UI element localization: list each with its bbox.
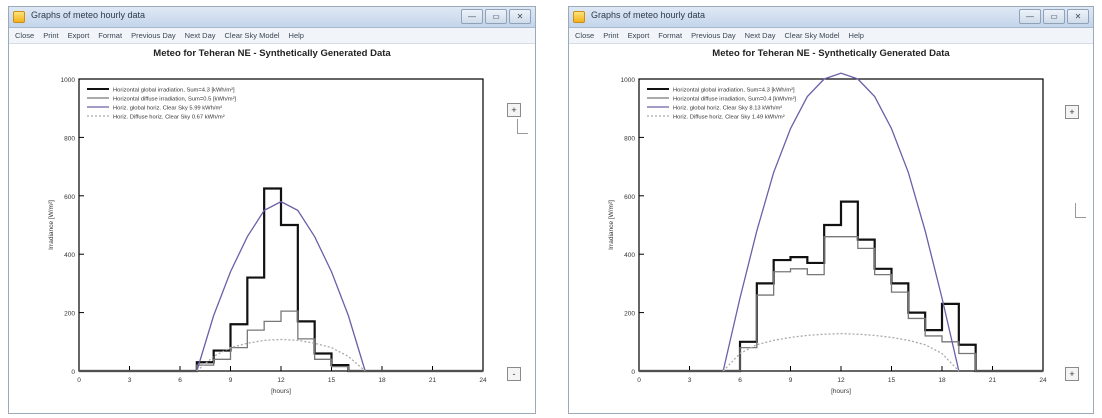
y-tick-label: 400 xyxy=(624,252,635,259)
legend-entry: Horizontal global irradiation, Sum=4.3 [… xyxy=(673,88,795,94)
x-tick-label: 24 xyxy=(479,377,487,384)
title-bar: Graphs of meteo hourly data — ▭ ✕ xyxy=(9,7,535,28)
menu-bar: Close Print Export Format Previous Day N… xyxy=(9,28,535,44)
x-tick-label: 0 xyxy=(77,377,81,384)
legend-entry: Horiz. Diffuse horiz. Clear Sky 0.67 kWh… xyxy=(113,115,225,121)
minimize-button[interactable]: — xyxy=(1019,9,1041,24)
series-line-3 xyxy=(722,332,960,372)
legend-entry: Horizontal diffuse irradiation, Sum=0.4 … xyxy=(673,97,797,103)
x-tick-label: 21 xyxy=(989,377,997,384)
side-marker xyxy=(517,119,528,134)
x-axis-label: [hours] xyxy=(271,388,291,395)
series-line-1 xyxy=(79,310,483,372)
y-tick-label: 400 xyxy=(64,252,75,259)
menu-bar: Close Print Export Format Previous Day N… xyxy=(569,28,1093,44)
app-icon xyxy=(13,11,25,23)
menu-close[interactable]: Close xyxy=(15,31,35,40)
y-tick-label: 1000 xyxy=(621,77,636,84)
y-axis-label: Irradiance [W/m²] xyxy=(608,200,615,250)
x-tick-label: 15 xyxy=(328,377,336,384)
x-tick-label: 6 xyxy=(738,377,742,384)
menu-help[interactable]: Help xyxy=(848,31,864,40)
y-tick-label: 200 xyxy=(64,311,75,318)
menu-format[interactable]: Format xyxy=(658,31,683,40)
x-tick-label: 6 xyxy=(178,377,182,384)
menu-next-day[interactable]: Next Day xyxy=(744,31,776,40)
plot-title: Meteo for Teheran NE - Synthetically Gen… xyxy=(712,48,950,59)
close-button[interactable]: ✕ xyxy=(509,9,531,24)
scroll-up-button[interactable]: + xyxy=(1065,105,1079,119)
y-tick-label: 0 xyxy=(631,369,635,376)
legend-entry: Horizontal diffuse irradiation, Sum=0.5 … xyxy=(113,97,237,103)
close-button[interactable]: ✕ xyxy=(1067,9,1089,24)
menu-print[interactable]: Print xyxy=(603,31,619,40)
series-line-2 xyxy=(196,200,366,372)
y-tick-label: 0 xyxy=(71,369,75,376)
app-icon xyxy=(573,11,585,23)
x-tick-label: 12 xyxy=(837,377,845,384)
legend-entry: Horiz. Diffuse horiz. Clear Sky 1.49 kWh… xyxy=(673,115,785,121)
menu-clear-sky-model[interactable]: Clear Sky Model xyxy=(224,31,280,40)
scroll-down-button[interactable]: - xyxy=(507,367,521,381)
menu-close[interactable]: Close xyxy=(575,31,595,40)
scroll-down-button[interactable]: + xyxy=(1065,367,1079,381)
menu-export[interactable]: Export xyxy=(67,31,90,40)
x-tick-label: 9 xyxy=(229,377,233,384)
irradiance-chart-right: 0 200 400 600 800 1000 0 3 6 9 12 15 18 21 24 [hours] Ir… xyxy=(608,72,1047,395)
window-title: Graphs of meteo hourly data xyxy=(591,10,706,20)
minimize-button[interactable]: — xyxy=(461,9,483,24)
window-title: Graphs of meteo hourly data xyxy=(31,10,146,20)
y-tick-label: 1000 xyxy=(61,77,76,84)
series-line-2 xyxy=(722,72,960,372)
menu-previous-day[interactable]: Previous Day xyxy=(131,31,176,40)
x-tick-label: 18 xyxy=(378,377,386,384)
title-bar: Graphs of meteo hourly data — ▭ ✕ xyxy=(569,7,1093,28)
x-tick-label: 9 xyxy=(789,377,793,384)
menu-format[interactable]: Format xyxy=(98,31,123,40)
x-tick-label: 3 xyxy=(688,377,692,384)
menu-export[interactable]: Export xyxy=(627,31,650,40)
meteo-graph-window-right: Graphs of meteo hourly data — ▭ ✕ Close … xyxy=(568,6,1094,414)
y-tick-label: 800 xyxy=(624,135,635,142)
x-tick-label: 0 xyxy=(637,377,641,384)
y-tick-label: 200 xyxy=(624,311,635,318)
y-tick-label: 600 xyxy=(624,194,635,201)
x-tick-label: 18 xyxy=(938,377,946,384)
menu-next-day[interactable]: Next Day xyxy=(184,31,216,40)
menu-clear-sky-model[interactable]: Clear Sky Model xyxy=(784,31,840,40)
legend-entry: Horizontal global irradiation, Sum=4.3 [… xyxy=(113,88,235,94)
legend-entry: Horiz. global horiz. Clear Sky 8.13 kWh/… xyxy=(673,106,782,112)
menu-help[interactable]: Help xyxy=(288,31,304,40)
x-axis-label: [hours] xyxy=(831,388,851,395)
maximize-button[interactable]: ▭ xyxy=(485,9,507,24)
y-tick-label: 800 xyxy=(64,135,75,142)
side-marker xyxy=(1075,203,1086,218)
x-tick-label: 3 xyxy=(128,377,132,384)
y-axis-label: Irradiance [W/m²] xyxy=(48,200,55,250)
maximize-button[interactable]: ▭ xyxy=(1043,9,1065,24)
x-tick-label: 24 xyxy=(1039,377,1047,384)
irradiance-chart-left: 0 200 400 600 800 1000 0 3 6 9 12 15 18 21 24 [hours] Ir… xyxy=(48,77,487,395)
x-tick-label: 12 xyxy=(277,377,285,384)
scroll-up-button[interactable]: + xyxy=(507,103,521,117)
meteo-graph-window-left: Graphs of meteo hourly data — ▭ ✕ Close … xyxy=(8,6,536,414)
menu-previous-day[interactable]: Previous Day xyxy=(691,31,736,40)
legend-entry: Horiz. global horiz. Clear Sky 5.99 kWh/… xyxy=(113,106,222,112)
plot-title: Meteo for Teheran NE - Synthetically Gen… xyxy=(153,48,391,59)
series-line-3 xyxy=(196,338,366,372)
series-line-1 xyxy=(639,236,1043,372)
y-tick-label: 600 xyxy=(64,194,75,201)
x-tick-label: 15 xyxy=(888,377,896,384)
x-tick-label: 21 xyxy=(429,377,437,384)
menu-print[interactable]: Print xyxy=(43,31,59,40)
